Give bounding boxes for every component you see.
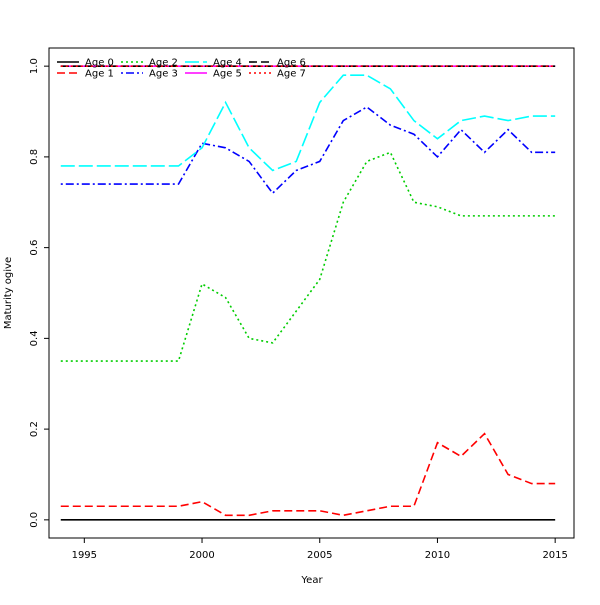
legend-item-age-7: Age 7	[249, 69, 306, 80]
x-tick-label: 2000	[189, 550, 214, 561]
x-tick-label: 2010	[425, 550, 450, 561]
legend-label: Age 3	[149, 69, 178, 80]
x-axis: 1995 2000 2005 2010 2015	[72, 538, 568, 561]
y-tick-label: 0.0	[29, 512, 40, 528]
x-axis-title: Year	[300, 575, 323, 586]
legend-item-age-5: Age 5	[185, 69, 242, 80]
y-axis: 0.0 0.2 0.4 0.6 0.8 1.0	[29, 58, 49, 528]
plot-frame	[48, 47, 575, 539]
legend-label: Age 4	[213, 58, 242, 69]
y-tick-label: 1.0	[29, 58, 40, 74]
legend-label: Age 1	[85, 69, 114, 80]
y-tick-label: 0.6	[29, 240, 40, 256]
series-lines	[60, 65, 556, 521]
y-tick-label: 0.8	[29, 149, 40, 165]
legend-item-age-6: Age 6	[249, 58, 306, 69]
x-tick-label: 2015	[542, 550, 567, 561]
x-tick-label: 1995	[72, 550, 97, 561]
series-line-age-4	[60, 74, 556, 172]
legend-label: Age 2	[149, 58, 178, 69]
series-line-age-3	[60, 106, 556, 195]
series-line-age-1	[60, 432, 556, 517]
legend-item-age-4: Age 4	[185, 58, 242, 69]
y-tick-label: 0.4	[29, 330, 40, 346]
y-axis-title: Maturity ogive	[3, 257, 14, 329]
legend-label: Age 5	[213, 69, 242, 80]
x-tick-label: 2005	[307, 550, 332, 561]
legend-item-age-3: Age 3	[121, 69, 178, 80]
y-tick-label: 0.2	[29, 421, 40, 437]
legend-item-age-1: Age 1	[57, 69, 114, 80]
legend-item-age-0: Age 0	[57, 58, 114, 69]
legend-label: Age 6	[277, 58, 306, 69]
legend-item-age-2: Age 2	[121, 58, 178, 69]
legend-label: Age 0	[85, 58, 114, 69]
series-line-age-2	[60, 151, 556, 362]
legend-label: Age 7	[277, 69, 306, 80]
